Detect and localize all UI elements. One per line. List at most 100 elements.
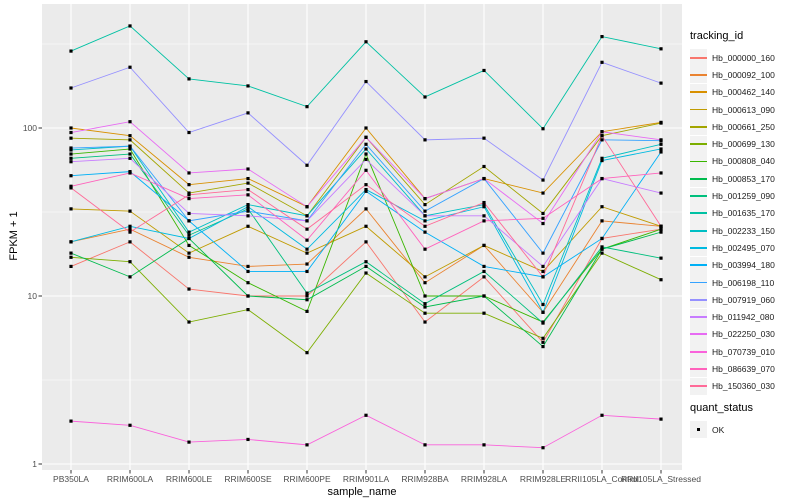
tracking-id-legend: tracking_id Hb_000000_160 Hb_000092_100 Hb… — [690, 30, 798, 395]
data-point-marker — [364, 413, 368, 417]
data-point-marker — [128, 144, 132, 148]
x-tick-label: RRIM901LA — [342, 474, 390, 484]
legend-color-line-icon — [690, 229, 707, 232]
data-point-marker — [128, 138, 132, 142]
data-point-marker — [423, 202, 427, 207]
data-point-marker — [246, 269, 250, 274]
legend-key — [690, 239, 707, 257]
data-point-marker — [69, 86, 73, 90]
legend-item: Hb_007919_060 — [690, 291, 798, 309]
data-point-marker — [128, 147, 132, 151]
data-point-marker — [305, 219, 309, 223]
data-point-marker — [364, 183, 368, 187]
legend-key — [690, 274, 707, 291]
data-point-marker — [187, 233, 191, 237]
data-point-marker — [69, 174, 73, 178]
data-point-marker — [482, 202, 486, 207]
data-point-marker — [69, 419, 73, 423]
legend-label: Hb_002233_150 — [712, 225, 775, 236]
legend-key — [690, 222, 707, 240]
data-point-marker — [600, 156, 604, 160]
legend-key — [690, 325, 707, 343]
data-point-marker — [423, 230, 427, 234]
quant-ok-key — [690, 421, 707, 439]
legend-key — [690, 83, 707, 101]
x-tick-label: RRIM600LA — [106, 474, 154, 484]
data-point-marker — [423, 294, 427, 298]
legend-item: Hb_000613_090 — [690, 101, 798, 119]
data-point-marker — [600, 34, 604, 39]
quant-legend-item: OK — [690, 421, 798, 439]
data-point-marker — [69, 126, 73, 130]
data-point-marker — [600, 236, 604, 241]
data-point-marker — [128, 156, 132, 160]
data-point-marker — [305, 298, 309, 302]
legend-label: Hb_022250_030 — [712, 329, 775, 340]
data-point-marker — [600, 158, 604, 163]
data-point-marker — [600, 138, 604, 142]
legend-item: Hb_002233_150 — [690, 222, 798, 240]
data-point-marker — [128, 275, 132, 279]
legend-item: Hb_086639_070 — [690, 360, 798, 378]
data-point-marker — [659, 171, 663, 175]
data-point-marker — [246, 294, 250, 298]
data-point-marker — [187, 320, 191, 324]
data-point-marker — [659, 138, 663, 142]
data-point-marker — [246, 264, 250, 269]
data-point-marker — [305, 105, 309, 109]
data-point-marker — [69, 186, 73, 190]
data-point-marker — [128, 227, 132, 231]
data-point-marker — [69, 264, 73, 269]
data-point-marker — [187, 196, 191, 201]
data-point-marker — [246, 181, 250, 185]
quant-legend-title: quant_status — [690, 402, 753, 414]
data-point-marker — [305, 351, 309, 355]
legend-label: Hb_007919_060 — [712, 294, 775, 305]
data-point-marker — [246, 176, 250, 181]
data-point-marker — [423, 305, 427, 309]
data-point-marker — [305, 443, 309, 447]
legend-color-line-icon — [690, 350, 707, 353]
data-point-marker — [305, 309, 309, 313]
legend-color-line-icon — [690, 160, 707, 163]
legend-item: Hb_070739_010 — [690, 343, 798, 361]
legend-color-line-icon — [690, 281, 707, 284]
data-point-marker — [305, 227, 309, 231]
data-point-marker — [128, 65, 132, 69]
data-point-marker — [659, 47, 663, 51]
data-point-marker — [246, 193, 250, 197]
legend-item: Hb_000661_250 — [690, 118, 798, 136]
data-point-marker — [423, 443, 427, 447]
legend-label: Hb_006198_110 — [712, 277, 775, 288]
data-point-marker — [600, 130, 604, 134]
x-tick-label: RRIM928LE — [519, 474, 567, 484]
data-point-marker — [600, 205, 604, 209]
data-point-marker — [69, 152, 73, 156]
data-point-marker — [423, 320, 427, 324]
data-point-marker — [305, 163, 309, 167]
data-point-marker — [187, 230, 191, 234]
data-point-marker — [423, 219, 427, 223]
data-point-marker — [364, 240, 368, 244]
legend-label: Hb_000661_250 — [712, 121, 775, 132]
x-tick-label: RRIM600LE — [165, 474, 213, 484]
data-point-marker — [187, 77, 191, 81]
legend-item: Hb_000808_040 — [690, 152, 798, 170]
data-point-marker — [69, 255, 73, 259]
data-point-marker — [659, 121, 663, 125]
data-point-marker — [69, 136, 73, 140]
data-point-marker — [69, 160, 73, 164]
data-point-marker — [600, 245, 604, 249]
legend-color-line-icon — [690, 368, 707, 370]
legend-label: Hb_000808_040 — [712, 156, 775, 167]
data-point-marker — [69, 251, 73, 255]
legend-color-line-icon — [690, 195, 707, 197]
data-point-marker — [128, 423, 132, 427]
data-point-marker — [541, 275, 545, 279]
data-point-marker — [128, 230, 132, 234]
data-point-marker — [69, 49, 73, 53]
legend-item: Hb_022250_030 — [690, 325, 798, 343]
data-point-marker — [246, 437, 250, 442]
legend-item: Hb_000462_140 — [690, 83, 798, 101]
